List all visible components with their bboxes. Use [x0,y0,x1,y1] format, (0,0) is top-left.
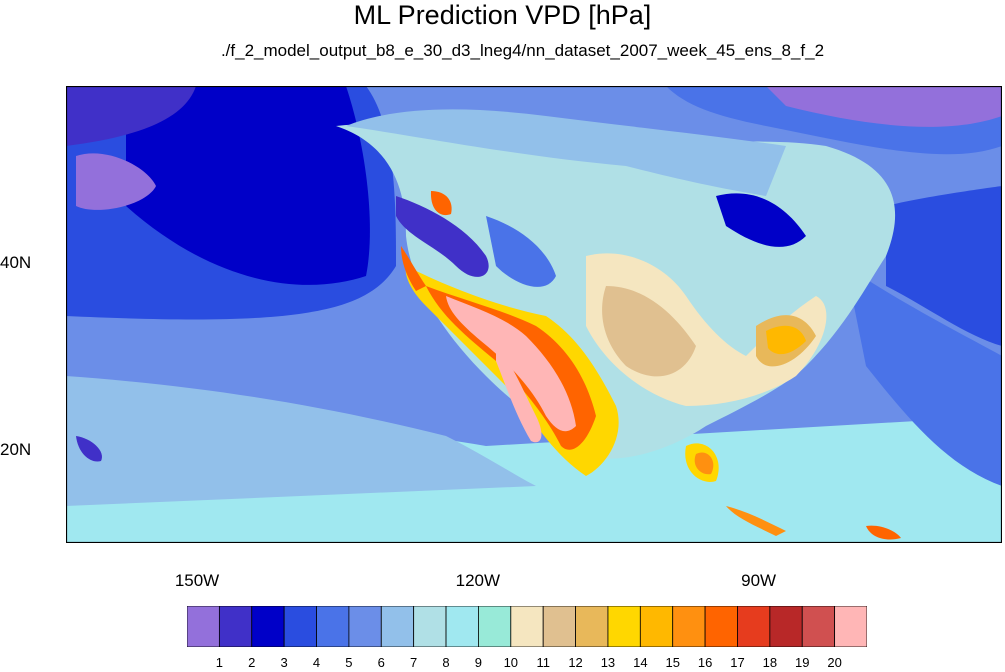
colorbar-swatch [413,606,447,647]
colorbar-label: 20 [827,655,842,670]
colorbar-swatch [316,606,350,647]
gulf-alaska-field [66,86,196,146]
southern-plains-field [602,286,696,377]
map-frame [66,86,1002,543]
northwest-dark-field [396,196,489,277]
atlantic-field [846,266,1002,486]
colorbar-swatch [672,606,706,647]
colorbar-swatch [445,606,479,647]
plot-title: ML Prediction VPD [hPa] [353,0,652,30]
colorbar-label: 1 [215,655,223,670]
colorbar-label: 18 [762,655,778,670]
latitude-label: 40N [0,253,32,273]
colorbar-label: 5 [345,655,353,670]
caribbean-spot [866,525,901,540]
southwest-core-field [446,296,576,432]
colorbar-label: 11 [536,655,550,670]
baja-field [496,346,542,443]
colorbar-swatch [704,606,738,647]
pacific-high-field [76,153,156,210]
southeast-core-field [766,325,806,355]
colorbar-swatch [607,606,641,647]
colorbar-swatch [801,606,836,647]
colorbar-label: 6 [377,655,385,670]
colorbar-swatch [251,606,285,647]
colorbar-swatch [348,606,382,647]
longitude-label: 90W [741,571,777,590]
longitude-label: 150W [174,571,220,590]
colorbar-label: 2 [248,655,256,670]
colorbar-label: 17 [730,655,745,670]
plot-subtitle: ./f_2_model_output_b8_e_30_d3_lneg4/nn_d… [220,41,825,60]
colorbar-swatch [187,606,220,647]
colorbar-label: 14 [633,655,648,670]
colorbar-label: 8 [442,655,450,670]
vpd-map [66,86,1002,543]
colorbar-swatch [639,606,674,647]
colorbar-swatch [478,606,512,647]
colorbar-swatch [542,606,576,647]
colorbar-label: 16 [697,655,713,670]
rockies-low-field [486,216,556,287]
colorbar [187,606,867,647]
colorbar-label: 12 [568,655,583,670]
latitude-label: 20N [0,439,32,459]
canada-field [346,109,786,196]
colorbar-label: 10 [503,655,519,670]
colorbar-label: 3 [280,655,288,670]
colorbar-swatch [218,606,253,647]
great-lakes-field [716,193,806,247]
colorbar-swatch [510,606,544,647]
colorbar-swatch [769,606,803,647]
longitude-label: 120W [455,571,501,590]
colorbar-label: 7 [410,655,418,670]
colorbar-swatch [834,606,867,647]
california-coast-field [401,246,426,291]
hudson-dark-field [766,86,1002,127]
colorbar-swatch [575,606,609,647]
subtropical-field [66,376,536,506]
colorbar-swatch [737,606,771,647]
colorbar-label: 15 [665,655,680,670]
colorbar-swatch [380,606,415,647]
northwest-hot-spot [430,191,452,216]
colorbar-label: 19 [795,655,810,670]
central-america-field [726,506,786,536]
north-pacific-core-field [126,86,370,285]
colorbar-label: 9 [474,655,483,670]
hawaii-field [76,436,102,462]
colorbar-label: 4 [312,655,321,670]
yucatan-hot-field [694,452,714,475]
colorbar-swatch [283,606,317,647]
atlantic-dark-field [886,186,1002,346]
colorbar-label: 13 [600,655,616,670]
